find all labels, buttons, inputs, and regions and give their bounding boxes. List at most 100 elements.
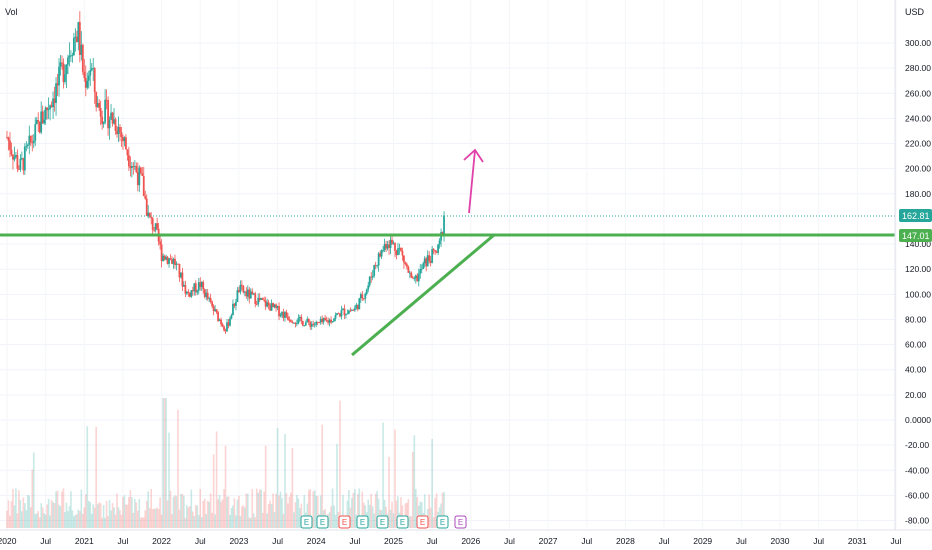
volume-bar [284, 433, 286, 528]
volume-bar [7, 500, 10, 528]
volume-bar [64, 511, 66, 528]
volume-bar [47, 498, 50, 528]
volume-bar [221, 499, 224, 528]
candle-body [136, 172, 139, 186]
volume-bar [434, 497, 436, 528]
candle-body [321, 318, 324, 323]
earnings-marker[interactable]: E [376, 515, 389, 529]
candle-body [281, 312, 283, 315]
candle-body [330, 319, 332, 323]
price-axis[interactable]: 300.00 280.00 260.00 240.00 220.00 200.00 180.… [905, 38, 931, 526]
earnings-marker-label: E [380, 518, 385, 527]
volume-bar [117, 507, 120, 528]
candle-body [209, 298, 212, 302]
volume-bar [131, 497, 133, 528]
price-tick-label: 60.00 [905, 340, 927, 350]
earnings-marker[interactable]: E [396, 515, 409, 529]
candle-body [374, 265, 377, 266]
volume-bar [162, 398, 164, 528]
volume-bar [336, 443, 338, 528]
time-tick-label: 2025 [384, 536, 403, 546]
volume-bar [269, 500, 271, 528]
candle-body [391, 239, 393, 244]
candle-body [6, 137, 8, 139]
earnings-marker[interactable]: E [316, 515, 329, 529]
volume-bar [16, 513, 19, 528]
candle-body [258, 297, 261, 300]
earnings-marker[interactable]: E [338, 515, 351, 529]
candle-body [267, 302, 270, 306]
volume-bar [22, 497, 25, 528]
candle-body [405, 264, 408, 267]
price-tick-label: -60.00 [905, 490, 929, 500]
candle-body [394, 243, 396, 251]
time-axis[interactable]: 2020 Jul 2021 Jul 2022 Jul 2023 Jul 2024 Jul 2025 J… [0, 536, 901, 546]
candle-body [306, 318, 309, 323]
candle-body [309, 322, 312, 327]
volume-bar [56, 490, 59, 528]
candle-body [285, 312, 288, 317]
volume-bar [287, 503, 289, 528]
volume-bar [138, 498, 141, 528]
candle-body [227, 322, 230, 326]
volume-bar [43, 513, 45, 528]
candle-body [47, 109, 50, 111]
volume-bar [105, 500, 108, 528]
volume-bar [58, 504, 60, 528]
candle-body [20, 158, 23, 159]
time-tick-label: Jul [272, 536, 283, 546]
volume-bar [419, 501, 422, 528]
ascending-trend-line[interactable] [351, 233, 495, 357]
candle-body [68, 55, 71, 58]
volume-bar [49, 515, 51, 528]
time-tick-label: 2029 [693, 536, 712, 546]
volume-bar [211, 512, 213, 528]
volume-bar [400, 497, 402, 528]
time-tick-label: Jul [736, 536, 747, 546]
candle-body [102, 122, 105, 124]
volume-bar [52, 502, 54, 528]
candle-body [257, 297, 260, 305]
candle-body [188, 292, 191, 297]
volume-bar [80, 489, 83, 528]
earnings-marker[interactable]: E [454, 515, 467, 529]
volume-bar [50, 499, 53, 528]
volume-bar [319, 495, 322, 528]
upward-arrow[interactable] [463, 148, 484, 214]
volume-bar [147, 491, 150, 528]
candle-body [175, 263, 178, 265]
volume-bar [177, 409, 179, 528]
volume-bar [220, 501, 222, 528]
candle-body [407, 266, 410, 273]
candle-body [217, 312, 219, 321]
price-tick-label: 0.0000 [905, 415, 931, 425]
volume-bar [394, 429, 396, 528]
volume-bar [293, 512, 295, 528]
volume-bar [407, 499, 410, 528]
volume-bar [102, 505, 105, 528]
time-tick-label: 2030 [771, 536, 790, 546]
earnings-marker[interactable]: E [356, 515, 369, 529]
earnings-marker-label: E [420, 518, 425, 527]
volume-bar [79, 511, 81, 528]
earnings-marker-label: E [458, 518, 463, 527]
earnings-marker[interactable]: E [436, 515, 449, 529]
volume-bar [116, 493, 118, 528]
candle-body [307, 318, 310, 323]
candle-body [368, 276, 371, 286]
candle-body [254, 293, 257, 304]
volume-bar [270, 504, 273, 528]
candle-body [182, 285, 185, 287]
volume-bar [34, 514, 37, 528]
volume-bar [348, 490, 350, 528]
time-tick-label: Jul [581, 536, 592, 546]
candle-body [297, 318, 300, 324]
volume-bar [272, 493, 274, 528]
candle-body [58, 66, 60, 86]
earnings-marker[interactable]: E [300, 515, 313, 529]
candle-body [304, 322, 307, 326]
candle-body [107, 100, 109, 129]
candle-body [34, 124, 37, 141]
earnings-marker[interactable]: E [416, 515, 429, 529]
